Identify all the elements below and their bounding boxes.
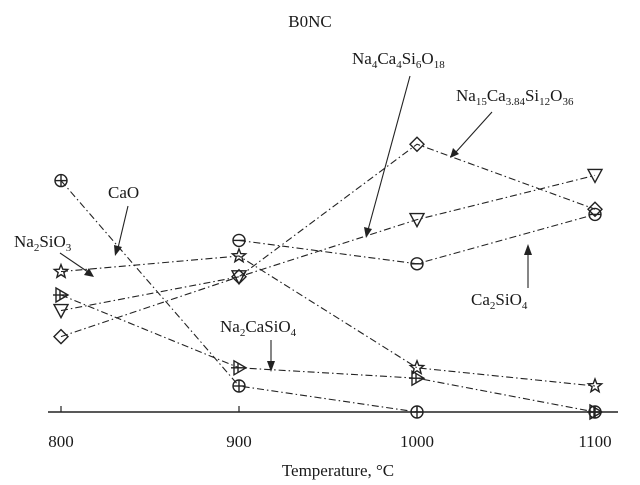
data-point [409, 136, 425, 153]
series-4 [232, 207, 602, 271]
data-point [409, 369, 426, 387]
data-point [53, 286, 70, 304]
x-ticks: 800 900 1000 1100 [48, 406, 612, 451]
annotation-ca2sio4: Ca2SiO4 [471, 244, 532, 312]
data-point [408, 358, 426, 376]
annotation-na4ca4si6o18-arrow [367, 75, 411, 231]
series-line [60, 294, 596, 413]
annotation-na2sio3-arrowhead [84, 268, 94, 277]
annotation-cao: CaO [108, 183, 139, 256]
annotation-na2casio4-arrowhead [267, 361, 275, 372]
annotation-na4ca4si6o18-arrowhead [364, 227, 372, 238]
data-point [410, 405, 424, 419]
series-5 [53, 286, 604, 421]
annotation-ca2sio4-arrowhead [524, 244, 532, 255]
annotation-cao-label: CaO [108, 183, 139, 202]
annotation-na4ca4si6o18: Na4Ca4Si6O18 [352, 49, 445, 238]
series-2 [52, 168, 604, 320]
annotation-na2casio4-label: Na2CaSiO4 [220, 317, 297, 339]
x-tick-label: 1100 [578, 432, 611, 451]
annotation-na2sio3-arrow [59, 252, 89, 273]
data-point [587, 403, 604, 421]
data-point [230, 247, 248, 264]
chart-title: B0NC [288, 12, 331, 31]
series-line [60, 143, 596, 338]
annotation-na15ca384si12o36-arrow [455, 111, 493, 153]
data-point [586, 377, 604, 394]
annotation-na2sio3-label: Na2SiO3 [14, 232, 72, 254]
x-tick-label: 800 [48, 432, 74, 451]
series-3 [53, 136, 603, 345]
data-point [588, 207, 602, 222]
annotation-na15ca384si12o36-arrowhead [450, 148, 459, 158]
series-1 [52, 247, 604, 394]
data-point [231, 359, 248, 377]
x-tick-label: 900 [226, 432, 252, 451]
annotation-cao-arrowhead [114, 245, 122, 256]
annotation-na2casio4: Na2CaSiO4 [220, 317, 297, 372]
data-point [410, 257, 424, 271]
series-group [52, 136, 604, 421]
annotation-na15ca384si12o36-label: Na15Ca3.84Si12O36 [456, 86, 574, 108]
series-line [60, 180, 595, 413]
series-line [238, 213, 596, 265]
data-point [232, 233, 246, 248]
series-line [60, 255, 596, 387]
data-point [408, 212, 426, 229]
data-point [54, 173, 68, 188]
data-point [586, 168, 604, 184]
series-line [60, 174, 596, 312]
data-point [232, 379, 246, 393]
annotation-na2sio3: Na2SiO3 [14, 232, 94, 277]
x-tick-label: 1000 [400, 432, 434, 451]
data-point [52, 262, 70, 279]
data-point [53, 328, 69, 345]
annotation-na15ca384si12o36: Na15Ca3.84Si12O36 [450, 86, 574, 158]
data-point [231, 268, 247, 285]
data-point [52, 303, 70, 320]
data-point [230, 270, 248, 286]
data-point [587, 201, 603, 218]
annotation-ca2sio4-label: Ca2SiO4 [471, 290, 528, 312]
x-axis-label: Temperature, °C [282, 461, 394, 480]
annotation-na4ca4si6o18-label: Na4Ca4Si6O18 [352, 49, 445, 71]
annotation-cao-arrow [117, 205, 129, 249]
